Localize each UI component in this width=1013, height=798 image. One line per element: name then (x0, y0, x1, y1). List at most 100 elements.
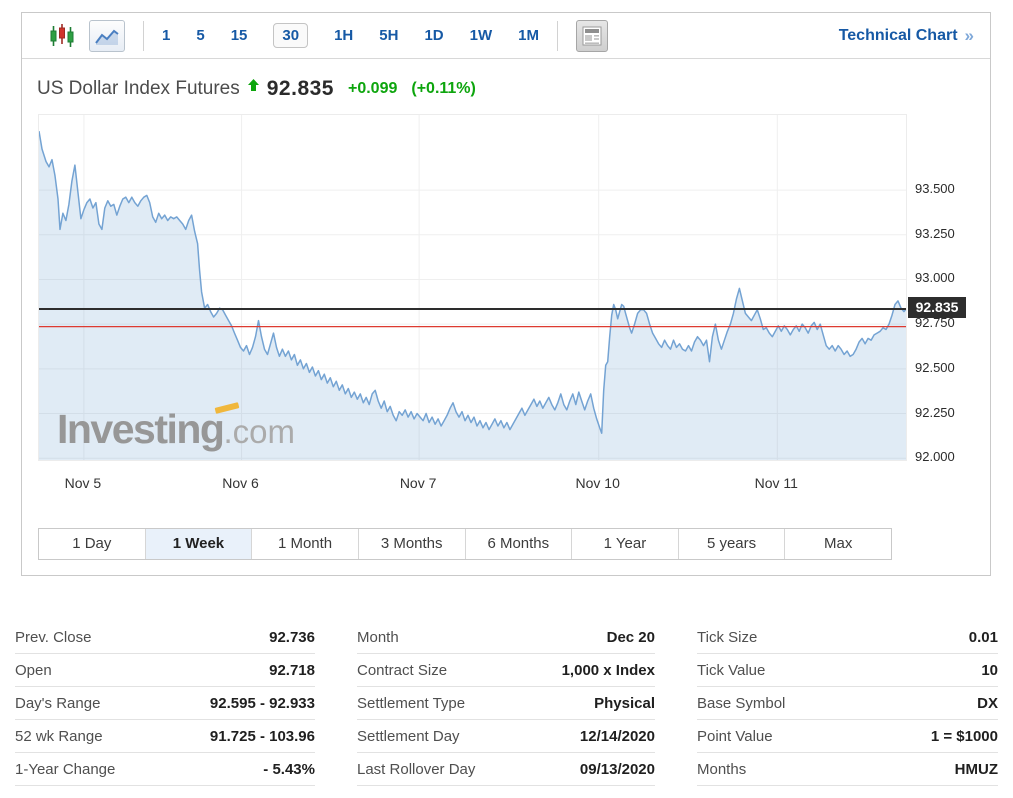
stat-label: Point Value (697, 727, 773, 745)
stat-label: Day's Range (15, 694, 101, 712)
stat-label: Base Symbol (697, 694, 786, 712)
stat-value: 1,000 x Index (561, 661, 655, 679)
interval-30[interactable]: 30 (273, 23, 309, 48)
stat-label: 1-Year Change (15, 760, 116, 778)
interval-5[interactable]: 5 (196, 27, 205, 44)
stat-value: 09/13/2020 (579, 760, 655, 778)
interval-1w[interactable]: 1W (469, 27, 493, 44)
stat-value: 91.725 - 103.96 (209, 727, 315, 745)
price-change: +0.099 (347, 80, 398, 97)
chart-toolbar: 1 5 15 30 1H 5H 1D 1W 1M Technical Chart » (22, 13, 990, 59)
stat-label: Last Rollover Day (357, 760, 476, 778)
stat-row-open: Open 92.718 (15, 654, 315, 687)
stat-value: 0.01 (968, 628, 998, 646)
stat-row-1-year-change: 1-Year Change - 5.43% (15, 753, 315, 786)
stat-row-day-s-range: Day's Range 92.595 - 92.933 (15, 687, 315, 720)
y-axis-label-93.500: 93.500 (915, 181, 955, 197)
x-axis-label-nov-10: Nov 10 (575, 475, 620, 491)
interval-1h[interactable]: 1H (334, 27, 354, 44)
chart-widget: 1 5 15 30 1H 5H 1D 1W 1M Technical Chart » US Do… (21, 12, 991, 576)
interval-1m[interactable]: 1M (518, 27, 539, 44)
contract-stats: Prev. Close 92.736 Open 92.718 Day's Range 92… (0, 608, 1013, 798)
y-axis-label-92.000: 92.000 (915, 449, 955, 465)
stat-value: Dec 20 (606, 628, 655, 646)
range-tab-6-months[interactable]: 6 Months (464, 529, 572, 559)
stats-column-1: Prev. Close 92.736 Open 92.718 Day's Range 92… (15, 621, 315, 786)
stat-label: Tick Value (697, 661, 766, 679)
stat-row-point-value: Point Value 1 = $1000 (697, 720, 998, 753)
stat-row-month: Month Dec 20 (357, 621, 655, 654)
stat-row-base-symbol: Base Symbol DX (697, 687, 998, 720)
stat-label: 52 wk Range (15, 727, 103, 745)
x-axis-label-nov-11: Nov 11 (754, 475, 798, 491)
interval-15[interactable]: 15 (230, 27, 248, 44)
stat-value: 92.736 (269, 628, 315, 646)
stat-row-52-wk-range: 52 wk Range 91.725 - 103.96 (15, 720, 315, 753)
range-tab-5-years[interactable]: 5 years (677, 529, 785, 559)
investing-watermark: Investing.com (57, 402, 295, 452)
stat-row-settlement-type: Settlement Type Physical (357, 687, 655, 720)
stat-label: Months (697, 760, 747, 778)
interval-1[interactable]: 1 (162, 27, 171, 44)
stat-row-prev-close: Prev. Close 92.736 (15, 621, 315, 654)
stat-value: 10 (981, 661, 998, 679)
stat-value: 1 = $1000 (930, 727, 998, 745)
range-tab-max[interactable]: Max (784, 529, 891, 559)
watermark-suffix: .com (223, 413, 295, 450)
stat-value: 92.718 (269, 661, 315, 679)
stat-label: Tick Size (697, 628, 758, 646)
y-axis-label-92.500: 92.500 (915, 359, 955, 375)
stat-label: Prev. Close (15, 628, 92, 646)
stat-label: Open (15, 661, 52, 679)
range-tab-3-months[interactable]: 3 Months (357, 529, 465, 559)
newspaper-icon (582, 26, 602, 45)
price-up-arrow-icon (247, 79, 259, 91)
candlestick-chart-button[interactable] (49, 23, 75, 49)
interval-1d[interactable]: 1D (424, 27, 444, 44)
technical-chart-link[interactable]: Technical Chart » (839, 26, 974, 46)
price-change-percent: (+0.11%) (411, 80, 476, 97)
stat-label: Settlement Day (357, 727, 460, 745)
toolbar-divider (143, 20, 144, 51)
x-axis-label-nov-5: Nov 5 (64, 475, 102, 491)
x-axis-label-nov-7: Nov 7 (399, 475, 437, 491)
y-axis-label-92.250: 92.250 (915, 404, 955, 420)
news-view-button[interactable] (575, 19, 608, 52)
y-axis-label-93.000: 93.000 (915, 270, 955, 286)
range-tab-1-week[interactable]: 1 Week (144, 529, 252, 559)
stat-value: 12/14/2020 (579, 727, 655, 745)
stat-row-contract-size: Contract Size 1,000 x Index (357, 654, 655, 687)
stat-value: Physical (594, 694, 655, 712)
last-price: 92.835 (266, 77, 334, 100)
range-tab-1-year[interactable]: 1 Year (571, 529, 678, 559)
price-chart-svg (39, 115, 906, 460)
technical-chart-label: Technical Chart (838, 26, 958, 44)
instrument-title: US Dollar Index Futures (37, 78, 240, 99)
range-tabs: 1 Day 1 Week 1 Month 3 Months 6 Months 1 Year… (38, 528, 892, 560)
instrument-header: US Dollar Index Futures 92.835 +0.099 (+… (37, 70, 476, 108)
range-tab-1-day[interactable]: 1 Day (72, 535, 112, 552)
stat-label: Month (357, 628, 399, 646)
stat-row-settlement-day: Settlement Day 12/14/2020 (357, 720, 655, 753)
y-axis-label-93.250: 93.250 (915, 225, 955, 241)
stat-row-last-rollover-day: Last Rollover Day 09/13/2020 (357, 753, 655, 786)
interval-5h[interactable]: 5H (379, 27, 399, 44)
stat-value: DX (977, 694, 998, 712)
watermark-text: Investing (57, 406, 225, 452)
toolbar-divider-2 (556, 20, 558, 51)
stat-label: Contract Size (357, 661, 448, 679)
stat-row-months: Months HMUZ (697, 753, 998, 786)
range-tab-1-month[interactable]: 1 Month (251, 529, 358, 559)
line-chart-button[interactable] (89, 19, 125, 52)
price-plot[interactable]: Investing.com (38, 114, 907, 461)
stat-row-tick-value: Tick Value 10 (697, 654, 998, 687)
x-axis-label-nov-6: Nov 6 (222, 475, 259, 491)
double-chevron-right-icon: » (964, 25, 974, 45)
stat-label: Settlement Type (357, 694, 466, 712)
stat-row-tick-size: Tick Size 0.01 (697, 621, 998, 654)
line-chart-icon (95, 29, 119, 45)
stat-value: - 5.43% (263, 760, 315, 778)
stats-column-2: Month Dec 20 Contract Size 1,000 x Index Set… (357, 621, 655, 786)
candlestick-icon (50, 23, 74, 47)
